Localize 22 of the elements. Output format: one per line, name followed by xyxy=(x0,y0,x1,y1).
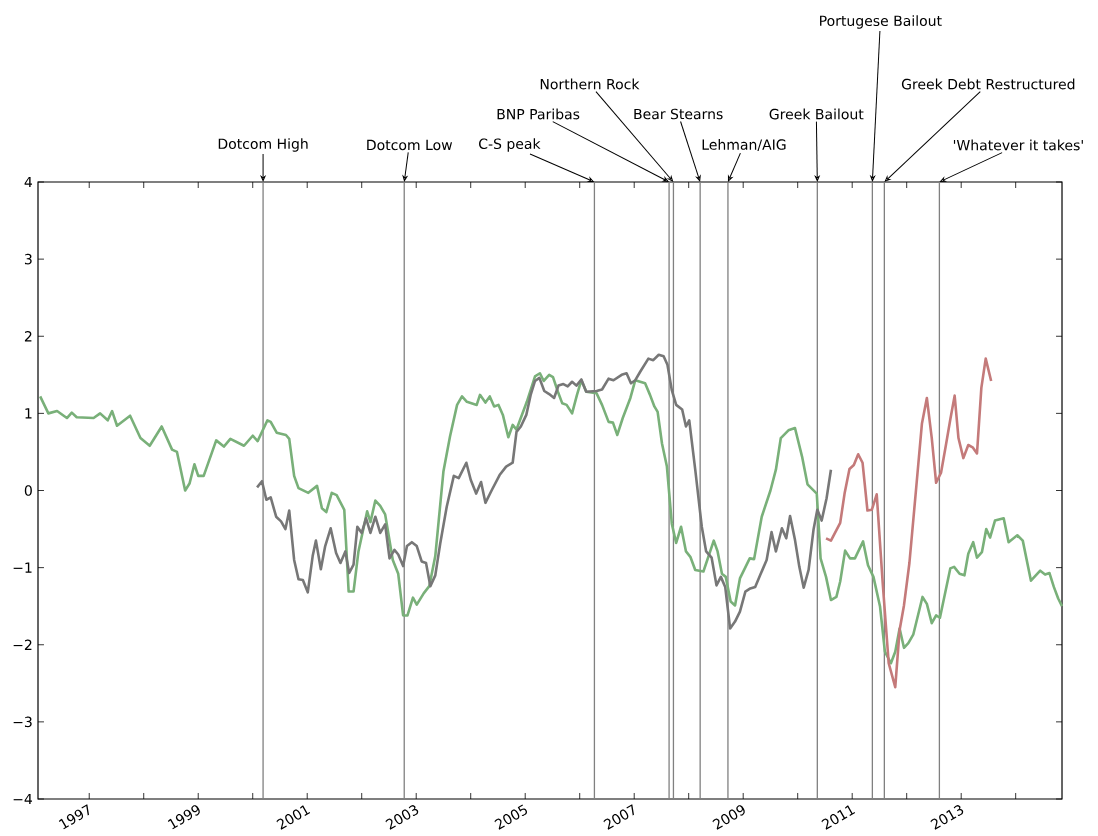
ref-line-label: Lehman/AIG xyxy=(702,139,786,151)
line-series xyxy=(38,371,1064,665)
ref-line-label: Dotcom High xyxy=(218,138,308,152)
y-tick-label: −4 xyxy=(13,793,33,805)
ref-line-label: C-S peak xyxy=(479,138,541,152)
y-tick-label: 3 xyxy=(24,253,32,265)
ref-line-label: 'Whatever it takes' xyxy=(953,139,1083,151)
ref-line-label: Greek Debt Restructured xyxy=(901,78,1075,90)
y-tick-label: 2 xyxy=(24,331,32,342)
ref-line-label: BNP Paribas xyxy=(497,108,580,120)
ref-line-label: Northern Rock xyxy=(540,78,640,90)
y-tick-label: 4 xyxy=(24,176,33,188)
y-tick-label: −2 xyxy=(13,639,32,650)
ref-line-label: Bear Stearns xyxy=(634,108,723,120)
y-tick-label: 1 xyxy=(25,408,32,419)
ref-line-label: Greek Bailout xyxy=(769,108,864,120)
y-tick-label: 0 xyxy=(24,485,32,496)
y-tick-label: −3 xyxy=(13,716,32,728)
ref-line-label: Dotcom Low xyxy=(367,139,453,151)
ref-line-label: Portugese Bailout xyxy=(820,15,942,29)
line-series xyxy=(824,357,993,689)
y-tick-label: −1 xyxy=(13,562,32,573)
